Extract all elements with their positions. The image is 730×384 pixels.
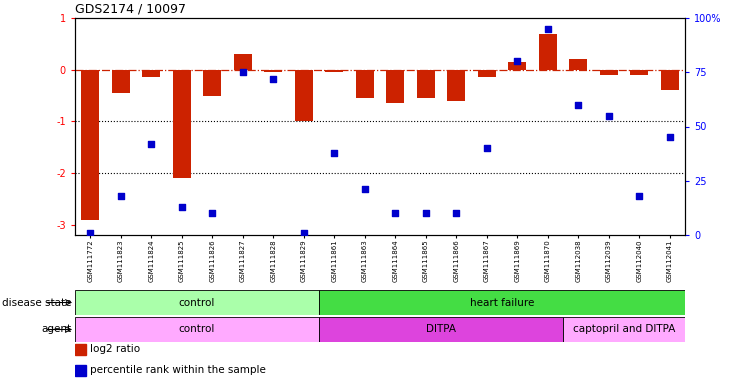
Point	[328, 149, 340, 156]
Text: DITPA: DITPA	[426, 324, 456, 334]
Bar	[539, 33, 557, 70]
Bar	[386, 70, 404, 103]
Bar	[447, 70, 466, 101]
Point	[298, 230, 310, 236]
Text: control: control	[179, 298, 215, 308]
Point	[603, 113, 615, 119]
Bar	[172, 70, 191, 178]
Bar	[569, 60, 588, 70]
Point	[115, 193, 126, 199]
Point	[450, 210, 462, 216]
Bar	[234, 54, 252, 70]
Point	[176, 204, 188, 210]
Text: agent: agent	[41, 324, 72, 334]
Bar	[563, 317, 685, 342]
Point	[207, 210, 218, 216]
Text: percentile rank within the sample: percentile rank within the sample	[91, 365, 266, 375]
Bar	[417, 70, 435, 98]
Bar	[81, 70, 99, 220]
Bar	[630, 70, 648, 75]
Point	[481, 145, 493, 151]
Point	[542, 26, 553, 32]
Point	[359, 186, 371, 192]
Point	[145, 141, 157, 147]
Text: disease state: disease state	[2, 298, 72, 308]
Bar	[319, 290, 685, 315]
Point	[85, 230, 96, 236]
Bar	[142, 70, 161, 78]
Text: captopril and DITPA: captopril and DITPA	[573, 324, 675, 334]
Point	[237, 69, 249, 75]
Bar	[203, 70, 221, 96]
Bar	[477, 70, 496, 78]
Bar	[295, 70, 313, 121]
Text: heart failure: heart failure	[470, 298, 534, 308]
Text: log2 ratio: log2 ratio	[91, 344, 140, 354]
Bar	[661, 70, 679, 90]
Bar	[356, 70, 374, 98]
Bar	[599, 70, 618, 75]
Point	[512, 58, 523, 65]
Bar	[75, 344, 86, 356]
Point	[664, 134, 675, 141]
Bar	[319, 317, 563, 342]
Bar	[75, 290, 319, 315]
Text: GDS2174 / 10097: GDS2174 / 10097	[75, 2, 186, 15]
Bar	[112, 70, 130, 93]
Bar	[325, 70, 343, 72]
Bar	[264, 70, 283, 72]
Bar	[75, 365, 86, 376]
Point	[572, 102, 584, 108]
Point	[420, 210, 431, 216]
Point	[267, 76, 279, 82]
Bar	[508, 62, 526, 70]
Text: control: control	[179, 324, 215, 334]
Point	[389, 210, 401, 216]
Bar	[75, 317, 319, 342]
Point	[634, 193, 645, 199]
